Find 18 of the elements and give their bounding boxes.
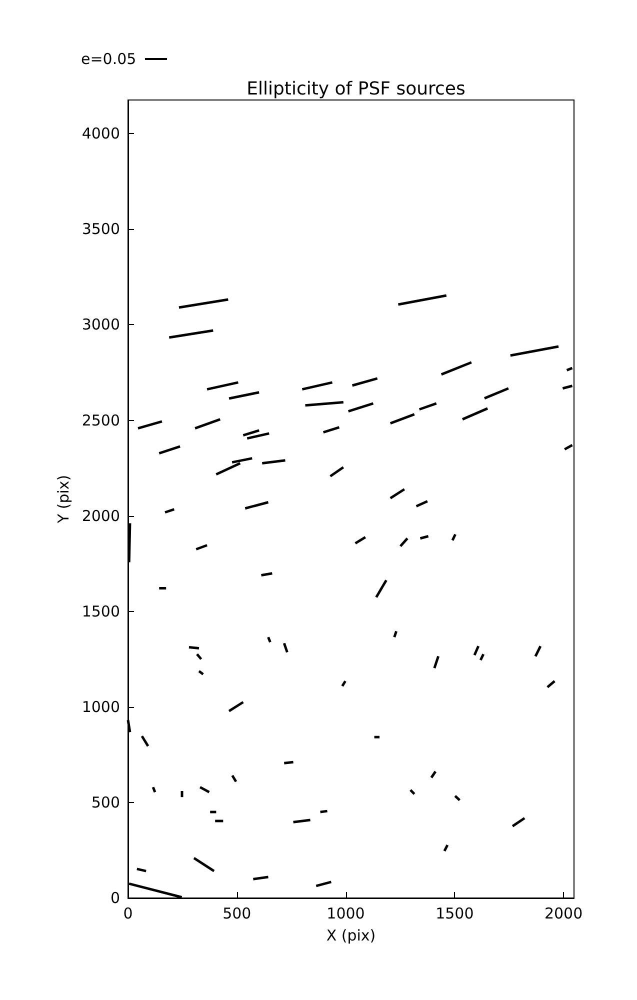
- chart-title: Ellipticity of PSF sources: [246, 78, 466, 100]
- y-tick-label: 1000: [82, 698, 120, 716]
- y-tick-label: 2000: [82, 506, 120, 525]
- y-tick-label: 1500: [82, 602, 120, 620]
- y-tick-label: 0: [110, 889, 120, 907]
- x-tick-label: 1000: [326, 904, 365, 922]
- text: e=0.05: [81, 50, 136, 68]
- y-tick-label: 3000: [82, 316, 120, 334]
- x-tick-label: 2000: [544, 904, 583, 922]
- y-tick-label: 500: [91, 793, 120, 812]
- y-tick-label: 3500: [82, 220, 120, 238]
- x-tick-label: 500: [222, 904, 252, 922]
- y-tick-label: 4000: [82, 124, 120, 143]
- x-tick-label: 1500: [436, 904, 474, 922]
- y-axis-title: Y (pix): [54, 474, 72, 524]
- x-axis-title: X (pix): [326, 926, 376, 944]
- y-tick-label: 2500: [82, 411, 120, 430]
- x-tick-label: 0: [123, 904, 133, 922]
